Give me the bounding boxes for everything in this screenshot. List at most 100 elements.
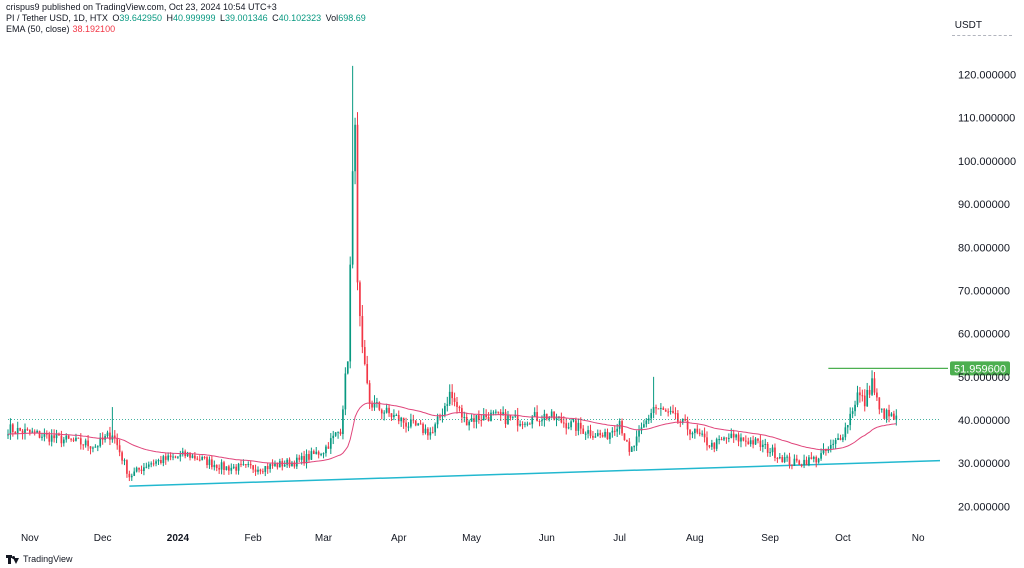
- candle-body[interactable]: [291, 462, 293, 467]
- candle-body[interactable]: [854, 404, 856, 412]
- candle-body[interactable]: [708, 445, 711, 447]
- candle-body[interactable]: [849, 413, 852, 426]
- candle-body[interactable]: [14, 432, 17, 434]
- candle-body[interactable]: [121, 452, 123, 461]
- candle-body[interactable]: [706, 437, 708, 446]
- candle-body[interactable]: [769, 452, 771, 454]
- candle-body[interactable]: [837, 437, 839, 441]
- candle-body[interactable]: [727, 437, 730, 439]
- candle-body[interactable]: [26, 429, 29, 431]
- candle-body[interactable]: [536, 412, 538, 421]
- brand-name[interactable]: TradingView: [23, 554, 73, 564]
- candle-body[interactable]: [749, 440, 752, 445]
- candle-body[interactable]: [761, 444, 764, 448]
- candle-body[interactable]: [742, 437, 745, 441]
- candle-body[interactable]: [31, 431, 34, 433]
- candle-body[interactable]: [300, 456, 303, 460]
- candle-body[interactable]: [62, 439, 65, 444]
- candle-body[interactable]: [490, 412, 492, 421]
- candle-body[interactable]: [533, 412, 536, 417]
- ema-line[interactable]: [7, 402, 897, 464]
- candle-body[interactable]: [703, 433, 706, 438]
- candle-body[interactable]: [322, 453, 325, 455]
- candle-body[interactable]: [878, 397, 881, 410]
- candle-body[interactable]: [788, 456, 791, 465]
- candle-body[interactable]: [113, 435, 116, 439]
- candle-body[interactable]: [497, 411, 500, 413]
- candle-body[interactable]: [674, 413, 677, 415]
- candle-body[interactable]: [215, 464, 218, 469]
- candle-body[interactable]: [626, 440, 628, 442]
- candle-body[interactable]: [186, 452, 189, 457]
- candle-body[interactable]: [468, 421, 470, 426]
- candle-body[interactable]: [873, 378, 876, 393]
- candle-body[interactable]: [640, 427, 643, 431]
- candle-body[interactable]: [378, 402, 381, 410]
- candle-body[interactable]: [720, 439, 723, 441]
- candle-body[interactable]: [429, 432, 432, 436]
- candle-body[interactable]: [766, 443, 769, 453]
- candle-body[interactable]: [732, 433, 735, 438]
- candle-body[interactable]: [225, 466, 228, 470]
- candle-body[interactable]: [58, 433, 60, 436]
- candle-body[interactable]: [538, 420, 541, 422]
- candle-body[interactable]: [181, 451, 184, 455]
- candle-body[interactable]: [839, 437, 842, 440]
- candle-body[interactable]: [628, 441, 631, 452]
- candle-body[interactable]: [310, 451, 313, 460]
- candle-body[interactable]: [592, 435, 594, 438]
- candle-body[interactable]: [249, 463, 252, 466]
- candle-body[interactable]: [565, 423, 568, 429]
- candle-body[interactable]: [286, 459, 288, 465]
- candle-body[interactable]: [269, 464, 271, 470]
- candle-body[interactable]: [172, 456, 174, 458]
- candle-body[interactable]: [266, 466, 269, 470]
- candle-body[interactable]: [320, 454, 322, 456]
- candle-body[interactable]: [805, 459, 808, 466]
- candle-body[interactable]: [844, 427, 847, 438]
- candle-body[interactable]: [109, 432, 111, 440]
- candle-body[interactable]: [257, 469, 259, 472]
- candle-body[interactable]: [664, 409, 667, 412]
- candle-body[interactable]: [308, 454, 310, 460]
- candle-body[interactable]: [414, 420, 417, 426]
- candle-body[interactable]: [596, 433, 599, 437]
- candle-body[interactable]: [41, 436, 43, 438]
- candle-body[interactable]: [189, 452, 191, 458]
- candle-body[interactable]: [84, 440, 87, 446]
- candle-body[interactable]: [325, 446, 327, 454]
- candle-body[interactable]: [213, 464, 216, 468]
- candle-body[interactable]: [866, 389, 869, 407]
- candle-body[interactable]: [589, 430, 592, 436]
- candle-body[interactable]: [53, 435, 55, 439]
- candle-body[interactable]: [701, 433, 703, 435]
- candle-body[interactable]: [456, 401, 458, 407]
- candle-body[interactable]: [424, 428, 427, 433]
- candle-body[interactable]: [694, 428, 696, 434]
- candle-body[interactable]: [463, 417, 466, 419]
- candle-body[interactable]: [169, 455, 172, 458]
- candle-body[interactable]: [618, 421, 621, 429]
- candle-body[interactable]: [164, 456, 167, 460]
- candle-body[interactable]: [344, 373, 347, 410]
- candle-body[interactable]: [444, 405, 446, 415]
- candle-body[interactable]: [245, 464, 247, 466]
- candle-body[interactable]: [89, 446, 92, 449]
- candle-body[interactable]: [645, 420, 648, 425]
- candle-body[interactable]: [72, 439, 75, 441]
- candle-body[interactable]: [458, 406, 461, 409]
- candle-body[interactable]: [439, 416, 441, 418]
- candle-body[interactable]: [70, 438, 72, 440]
- candle-body[interactable]: [373, 402, 376, 408]
- candle-body[interactable]: [555, 417, 558, 420]
- candle-body[interactable]: [548, 417, 551, 419]
- candle-body[interactable]: [228, 466, 230, 471]
- candle-body[interactable]: [808, 457, 810, 466]
- candle-body[interactable]: [75, 437, 77, 441]
- candle-body[interactable]: [681, 418, 684, 423]
- candle-body[interactable]: [138, 467, 140, 470]
- candle-body[interactable]: [502, 412, 504, 416]
- candle-body[interactable]: [230, 467, 233, 471]
- candle-body[interactable]: [342, 409, 344, 435]
